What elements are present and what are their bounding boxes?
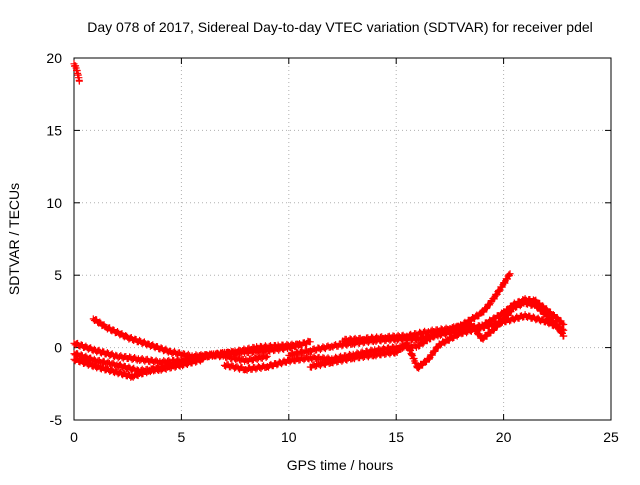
- y-tick-label: 10: [46, 195, 62, 211]
- y-tick-label: -5: [50, 412, 63, 428]
- tick-layer: 0 5 10 15 20 25 -5 0 5 10 15 20: [46, 50, 619, 445]
- y-tick-label: 15: [46, 122, 62, 138]
- series-arc-4: [70, 350, 207, 376]
- chart-title: Day 078 of 2017, Sidereal Day-to-day VTE…: [87, 19, 593, 35]
- x-axis-label: GPS time / hours: [287, 457, 394, 473]
- y-tick-label: 5: [54, 267, 62, 283]
- series-markers: [89, 315, 314, 361]
- y-tick-label: 0: [54, 340, 62, 356]
- series-arc-8: [339, 298, 568, 345]
- series-markers: [70, 60, 83, 85]
- x-tick-label: 5: [178, 429, 186, 445]
- series-markers: [339, 298, 568, 345]
- series-markers: [70, 350, 207, 376]
- x-tick-label: 15: [388, 429, 404, 445]
- data-layer: [70, 60, 568, 381]
- series-arc-start-high: [70, 60, 83, 85]
- y-tick-label: 20: [46, 50, 62, 66]
- x-tick-label: 10: [281, 429, 297, 445]
- y-axis-label: SDTVAR / TECUs: [6, 183, 22, 295]
- x-tick-label: 0: [70, 429, 78, 445]
- x-tick-label: 25: [603, 429, 619, 445]
- series-arc-3: [89, 315, 314, 361]
- x-tick-label: 20: [496, 429, 512, 445]
- grid-layer: [74, 58, 611, 420]
- plot-frame: [73, 57, 612, 421]
